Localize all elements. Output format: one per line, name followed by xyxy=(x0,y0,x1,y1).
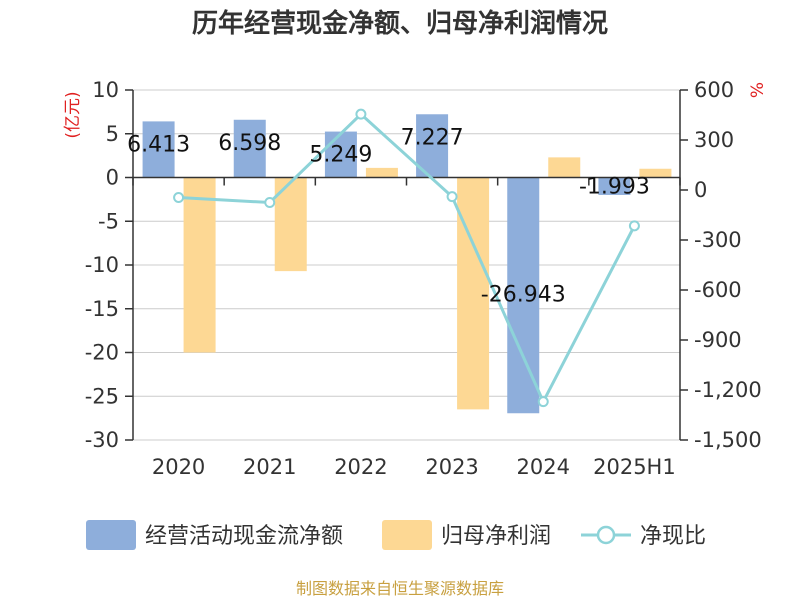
cashflow-data-label: 6.598 xyxy=(218,131,281,156)
legend-label-profit: 归母净利润 xyxy=(441,524,551,549)
right-tick-label: -1,200 xyxy=(694,378,762,402)
legend-label-cashflow: 经营活动现金流净额 xyxy=(145,524,343,549)
profit-bar xyxy=(457,177,490,410)
right-tick-label: -900 xyxy=(694,328,742,352)
left-tick-label: -30 xyxy=(85,428,119,452)
left-axis-unit: (亿元) xyxy=(63,91,83,138)
left-tick-label: 5 xyxy=(106,122,119,146)
cashflow-bar xyxy=(324,131,357,178)
chart-title: 历年经营现金净额、归母净利润情况 xyxy=(192,8,608,39)
x-tick-label: 2021 xyxy=(243,455,296,479)
cashflow-bar xyxy=(507,177,540,414)
ratio-point xyxy=(264,197,276,208)
ratio-point xyxy=(537,396,549,408)
x-tick-label: 2023 xyxy=(425,455,478,479)
ratio-line xyxy=(173,108,640,408)
ratio-point xyxy=(446,191,458,203)
ratio-point xyxy=(173,192,185,203)
right-tick-label: -600 xyxy=(694,278,742,302)
profit-bar xyxy=(548,157,581,178)
legend-label-ratio: 净现比 xyxy=(640,524,706,549)
profit-bar xyxy=(183,177,216,353)
legend-swatch-profit xyxy=(382,520,432,550)
legend-swatch-cashflow xyxy=(86,520,136,550)
cashflow-bar xyxy=(598,177,631,195)
ratio-point xyxy=(628,220,640,232)
x-tick-label: 2024 xyxy=(517,455,570,479)
x-tick-label: 2020 xyxy=(152,455,205,479)
bars xyxy=(142,114,672,414)
cashflow-data-label: -26.943 xyxy=(481,282,566,307)
left-tick-label: -5 xyxy=(98,209,119,233)
right-tick-label: 0 xyxy=(694,178,707,202)
right-tick-label: 300 xyxy=(694,128,734,152)
cashflow-bar xyxy=(142,121,175,178)
legend-marker-ratio xyxy=(596,525,616,545)
left-tick-label: -25 xyxy=(85,384,119,408)
data-labels: 6.413 6.598 5.249 7.227 -26.943 -1.993 xyxy=(127,125,650,307)
left-tick-label: -10 xyxy=(85,253,119,277)
profit-bar xyxy=(639,168,672,178)
right-axis-unit: % xyxy=(748,82,768,98)
ratio-point xyxy=(355,108,367,120)
legend: 经营活动现金流净额 归母净利润 净现比 xyxy=(86,520,706,550)
left-tick-label: -20 xyxy=(85,341,119,365)
axes: -30 -25 -20 -15 -10 -5 0 5 10 -1,500 -1,200 -900 -60… xyxy=(85,78,762,479)
left-tick-label: -15 xyxy=(85,297,119,321)
source-note: 制图数据来自恒生聚源数据库 xyxy=(296,579,504,598)
ratio-polyline xyxy=(178,112,636,406)
x-tick-label: 2025H1 xyxy=(593,455,676,479)
profit-bar xyxy=(365,167,398,178)
cashflow-data-label: 5.249 xyxy=(309,143,372,168)
right-tick-label: 600 xyxy=(694,78,734,102)
grid xyxy=(133,89,680,441)
cashflow-data-label: 7.227 xyxy=(401,125,464,150)
cashflow-data-label: 6.413 xyxy=(127,132,190,157)
right-tick-label: -300 xyxy=(694,228,742,252)
left-tick-label: 0 xyxy=(106,166,119,190)
cashflow-bar xyxy=(233,119,266,178)
x-tick-label: 2022 xyxy=(334,455,387,479)
right-tick-label: -1,500 xyxy=(694,428,762,452)
cashflow-data-label: -1.993 xyxy=(579,175,650,200)
left-tick-label: 10 xyxy=(92,78,119,102)
